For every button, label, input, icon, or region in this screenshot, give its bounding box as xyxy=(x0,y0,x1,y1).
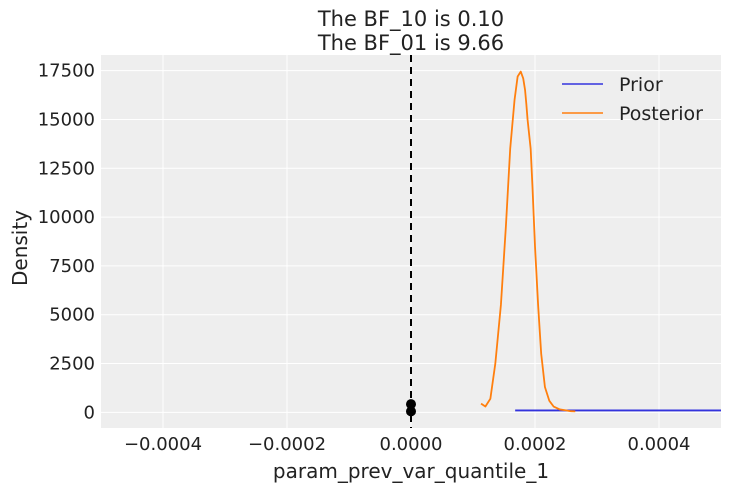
x-tick-label: 0.0004 xyxy=(628,434,691,455)
y-tick-label: 0 xyxy=(84,402,95,423)
x-tick-label: 0.0000 xyxy=(380,434,443,455)
bf-point-marker xyxy=(406,399,416,410)
bf-point-marker xyxy=(406,406,416,417)
y-tick-label: 10000 xyxy=(38,207,95,228)
chart-title-line-2: The BF_01 is 9.66 xyxy=(317,31,504,56)
y-axis-label: Density xyxy=(8,210,32,286)
x-axis-label: param_prev_var_quantile_1 xyxy=(273,459,549,483)
points-layer xyxy=(406,399,416,417)
legend-label-prior: Prior xyxy=(619,74,663,96)
y-tick-label: 2500 xyxy=(49,354,95,375)
legend: Prior Posterior xyxy=(562,74,703,125)
x-tick-labels: −0.0004 −0.0002 0.0000 0.0002 0.0004 xyxy=(124,434,691,455)
y-tick-label: 5000 xyxy=(49,305,95,326)
x-tick-label: −0.0002 xyxy=(248,434,326,455)
x-tick-label: 0.0002 xyxy=(504,434,567,455)
y-tick-label: 15000 xyxy=(38,109,95,130)
y-tick-label: 7500 xyxy=(49,256,95,277)
y-tick-label: 12500 xyxy=(38,158,95,179)
legend-label-posterior: Posterior xyxy=(619,103,703,125)
chart-title-line-1: The BF_10 is 0.10 xyxy=(317,7,504,32)
series-layer xyxy=(480,70,721,413)
x-tick-label: −0.0004 xyxy=(124,434,202,455)
series-line-posterior xyxy=(480,70,576,413)
y-tick-label: 17500 xyxy=(38,61,95,82)
y-tick-labels: 0 2500 5000 7500 10000 12500 15000 17500 xyxy=(38,61,95,424)
